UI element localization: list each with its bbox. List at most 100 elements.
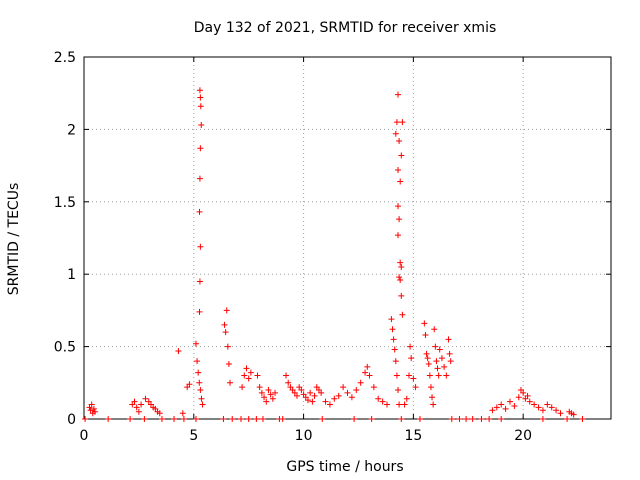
data-point bbox=[396, 401, 403, 408]
data-point bbox=[395, 166, 402, 173]
data-point bbox=[335, 392, 342, 399]
data-point bbox=[564, 416, 571, 422]
data-point bbox=[403, 395, 410, 402]
data-point bbox=[272, 389, 279, 396]
x-axis: 0 5 10 15 20 bbox=[80, 57, 532, 444]
data-point bbox=[393, 119, 400, 126]
data-point bbox=[389, 326, 396, 333]
data-point bbox=[438, 355, 445, 362]
data-point bbox=[430, 401, 437, 408]
data-point bbox=[435, 372, 442, 379]
data-point bbox=[405, 372, 412, 379]
data-point bbox=[393, 372, 400, 379]
y-tick-label: 1.5 bbox=[54, 195, 76, 211]
data-point bbox=[175, 347, 182, 354]
data-point bbox=[412, 384, 419, 391]
data-point bbox=[392, 358, 399, 365]
y-tick-label: 0.5 bbox=[54, 340, 76, 356]
data-point bbox=[197, 94, 204, 101]
data-point bbox=[357, 379, 364, 386]
data-point bbox=[531, 401, 538, 408]
data-point bbox=[197, 145, 204, 152]
data-point bbox=[544, 401, 551, 408]
data-point bbox=[351, 416, 358, 422]
data-point bbox=[127, 416, 134, 422]
data-point bbox=[526, 398, 533, 405]
data-point bbox=[135, 408, 142, 415]
y-tick-label: 2 bbox=[67, 122, 76, 138]
data-point bbox=[241, 372, 248, 379]
data-point bbox=[158, 416, 165, 422]
data-point bbox=[478, 416, 485, 422]
data-point bbox=[395, 387, 402, 394]
x-tick-label: 10 bbox=[295, 428, 313, 444]
data-point bbox=[539, 416, 546, 422]
data-point bbox=[256, 384, 263, 391]
data-point bbox=[263, 398, 270, 405]
data-point bbox=[196, 175, 203, 182]
data-point bbox=[520, 389, 527, 396]
data-point bbox=[198, 122, 205, 129]
data-point bbox=[283, 372, 290, 379]
data-point bbox=[222, 329, 229, 336]
data-point bbox=[391, 346, 398, 353]
data-point bbox=[362, 369, 369, 376]
data-point bbox=[443, 372, 450, 379]
data-point bbox=[384, 401, 391, 408]
data-point bbox=[392, 130, 399, 137]
data-point bbox=[304, 397, 311, 404]
data-point bbox=[82, 416, 89, 422]
data-point bbox=[433, 358, 440, 365]
data-point bbox=[431, 326, 438, 333]
data-point bbox=[192, 416, 199, 422]
data-point bbox=[142, 395, 149, 402]
data-point bbox=[223, 307, 230, 314]
data-point bbox=[319, 416, 326, 422]
data-point bbox=[424, 355, 431, 362]
data-point bbox=[344, 389, 351, 396]
data-point bbox=[410, 375, 417, 382]
data-point bbox=[426, 372, 433, 379]
data-point bbox=[279, 416, 286, 422]
data-point bbox=[180, 416, 187, 422]
data-point bbox=[375, 395, 382, 402]
data-point bbox=[397, 259, 404, 266]
data-point bbox=[224, 343, 231, 350]
data-point bbox=[195, 369, 202, 376]
x-tick-label: 15 bbox=[404, 428, 422, 444]
data-point bbox=[463, 416, 470, 422]
data-point bbox=[429, 394, 436, 401]
data-point bbox=[570, 411, 577, 418]
data-point bbox=[194, 358, 201, 365]
data-point bbox=[196, 87, 203, 94]
data-point bbox=[502, 405, 509, 412]
data-point bbox=[441, 363, 448, 370]
data-point bbox=[396, 274, 403, 281]
data-point bbox=[227, 379, 234, 386]
data-point bbox=[398, 152, 405, 159]
data-point bbox=[395, 232, 402, 239]
data-point bbox=[186, 381, 193, 388]
data-point bbox=[524, 392, 531, 399]
x-tick-label: 0 bbox=[80, 428, 89, 444]
data-point bbox=[446, 350, 453, 357]
data-point bbox=[399, 119, 406, 126]
y-axis-label: SRMTID / TECUs bbox=[6, 183, 22, 296]
data-point bbox=[395, 203, 402, 210]
data-point bbox=[322, 398, 329, 405]
data-point bbox=[171, 416, 178, 422]
data-point bbox=[379, 398, 386, 405]
data-point bbox=[156, 410, 163, 417]
x-tick-label: 5 bbox=[189, 428, 198, 444]
data-point bbox=[196, 308, 203, 315]
data-point bbox=[398, 416, 405, 422]
data-point bbox=[436, 346, 443, 353]
plot-frame bbox=[83, 56, 612, 420]
data-point bbox=[388, 316, 395, 323]
data-points bbox=[82, 87, 586, 422]
data-point bbox=[258, 389, 265, 396]
data-point bbox=[432, 343, 439, 350]
data-point bbox=[434, 365, 441, 372]
y-tick-label: 1 bbox=[67, 267, 76, 283]
data-point bbox=[493, 404, 500, 411]
